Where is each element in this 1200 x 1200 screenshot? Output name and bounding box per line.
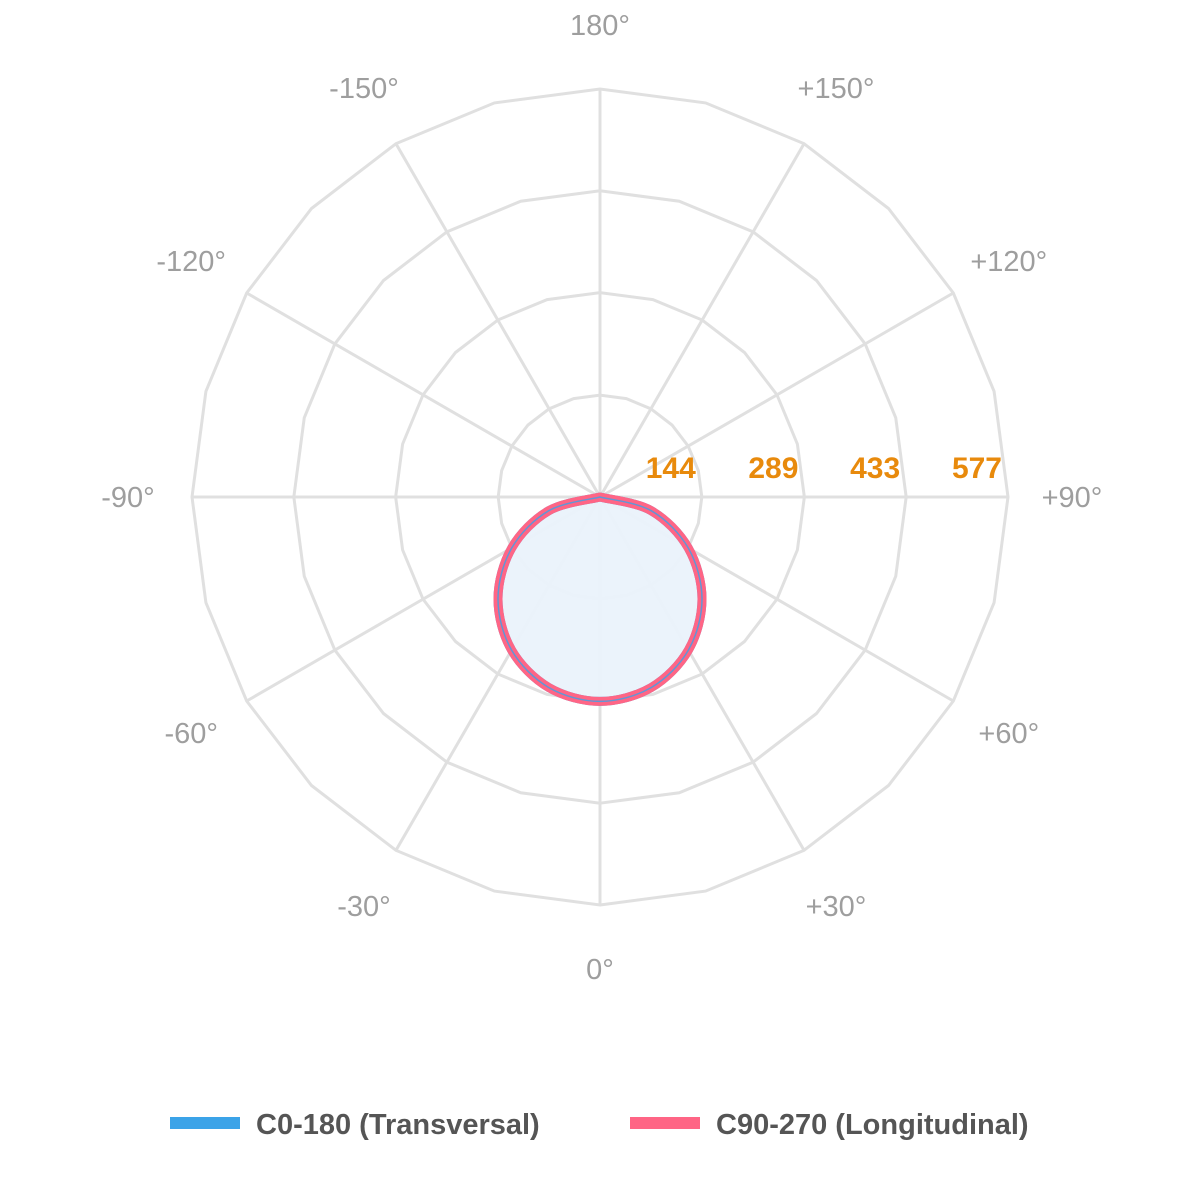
angle-label-7: -150°	[329, 73, 399, 105]
angle-label-2: +60°	[978, 718, 1039, 750]
angle-label-4: +120°	[970, 246, 1047, 278]
angle-label-8: -120°	[156, 246, 226, 278]
legend-swatch-1	[630, 1117, 700, 1129]
angle-label-9: -90°	[101, 482, 155, 514]
angle-label-1: +30°	[806, 891, 867, 923]
legend-label-0: C0-180 (Transversal)	[256, 1109, 540, 1141]
grid-spoke-8	[245, 291, 601, 499]
grid-spoke-7	[394, 142, 602, 498]
legend-label-1: C90-270 (Longitudinal)	[716, 1109, 1029, 1141]
ring-label-1: 289	[748, 452, 798, 485]
angle-label-5: +150°	[798, 73, 875, 105]
angle-label-11: -30°	[337, 891, 391, 923]
grid-spoke-5	[598, 142, 806, 498]
angle-label-0: 0°	[586, 954, 614, 986]
series-layer	[493, 492, 707, 706]
series-edge-transversal	[497, 496, 703, 703]
angle-label-6: 180°	[570, 10, 630, 42]
ring-label-3: 577	[952, 452, 1002, 485]
ring-label-2: 433	[850, 452, 900, 485]
label-layer: 144 289 433 577 0° +30° +60° +90° +120° +150° 180°…	[101, 10, 1102, 986]
angle-label-3: +90°	[1042, 482, 1103, 514]
angle-label-10: -60°	[164, 718, 218, 750]
ring-label-0: 144	[646, 452, 696, 485]
legend: C0-180 (Transversal) C90-270 (Longitudina…	[170, 1109, 1029, 1141]
legend-swatch-0	[170, 1117, 240, 1129]
grid-spoke-4	[599, 291, 955, 499]
